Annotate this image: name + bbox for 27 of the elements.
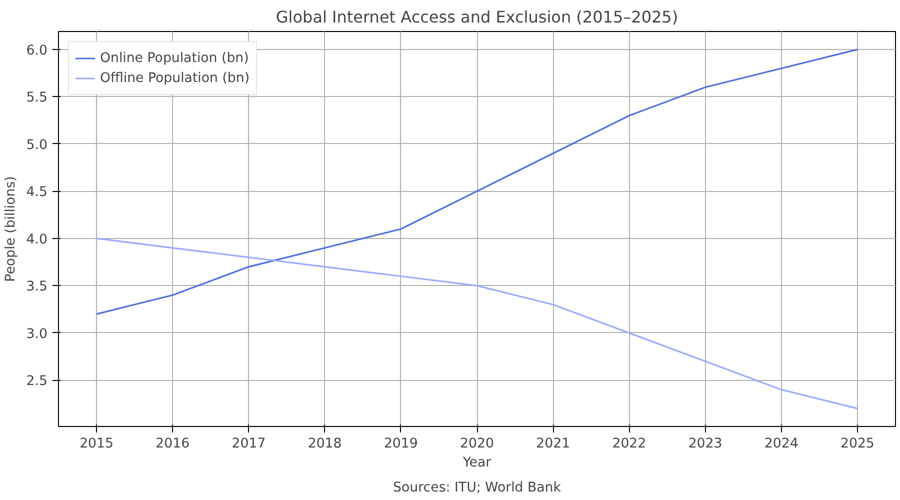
y-tick-label: 4.5 xyxy=(26,185,48,200)
source-note: Sources: ITU; World Bank xyxy=(393,480,562,496)
x-tick-label: 2020 xyxy=(460,436,494,452)
x-tick-label: 2018 xyxy=(308,436,342,452)
x-tick-label: 2025 xyxy=(840,436,874,452)
x-tick-label: 2017 xyxy=(232,436,266,452)
x-tick-label: 2021 xyxy=(536,436,570,452)
x-tick-label: 2016 xyxy=(156,436,190,452)
y-tick-label: 4.0 xyxy=(26,232,48,248)
x-tick-label: 2024 xyxy=(764,436,798,452)
y-tick-label: 2.5 xyxy=(26,374,48,390)
x-axis-title: Year xyxy=(462,456,492,470)
x-tick-label: 2015 xyxy=(80,436,114,452)
y-tick-label: 5.5 xyxy=(26,90,48,106)
legend-label: Online Population (bn) xyxy=(100,50,249,66)
legend-label: Offline Population (bn) xyxy=(100,70,250,86)
line-series xyxy=(96,48,858,315)
y-tick-label: 6.0 xyxy=(26,43,48,58)
y-axis-title: People (billions) xyxy=(3,176,18,282)
x-tick-label: 2022 xyxy=(612,436,646,452)
y-tick-label: 3.0 xyxy=(26,326,48,342)
x-tick-label: 2023 xyxy=(688,436,722,452)
y-tick-label: 3.5 xyxy=(26,280,48,295)
x-tick-label: 2019 xyxy=(384,436,418,452)
chart-title: Global Internet Access and Exclusion (2015–2025) xyxy=(276,8,678,26)
y-tick-label: 5.0 xyxy=(26,138,48,153)
line-series xyxy=(96,238,858,410)
